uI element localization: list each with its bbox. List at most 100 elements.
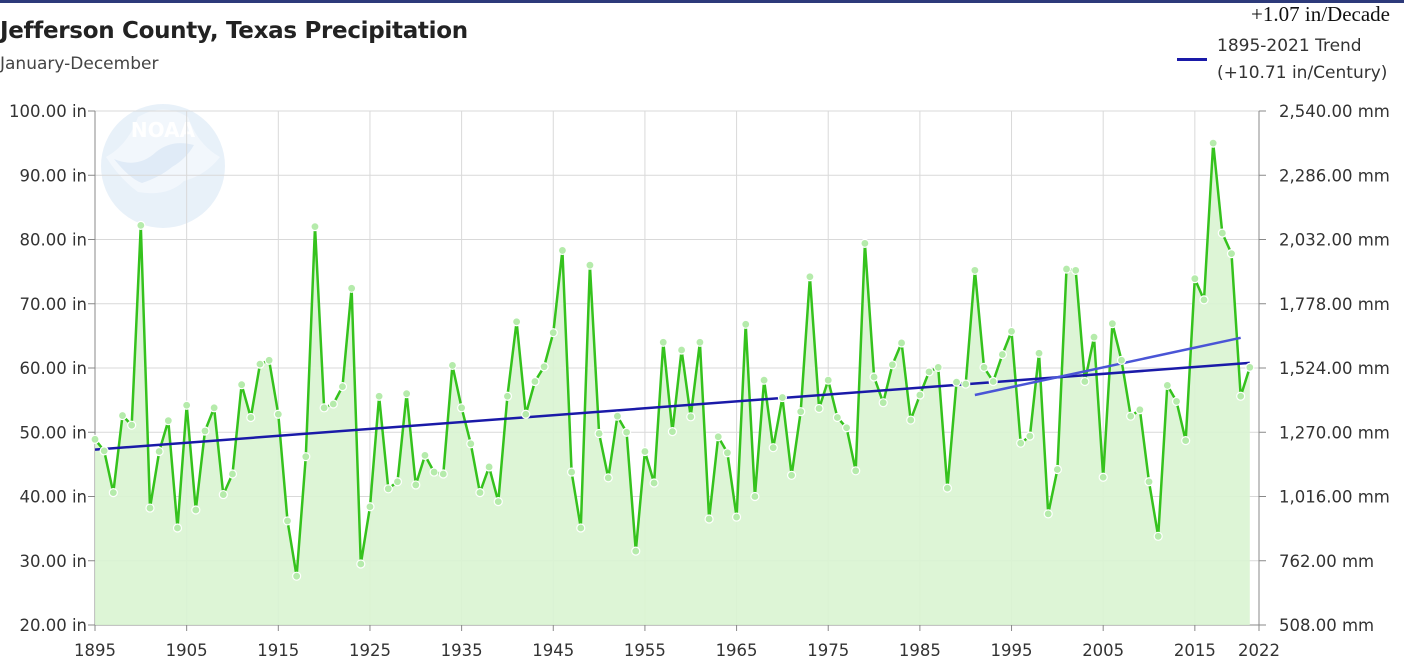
data-point xyxy=(484,462,494,472)
x-tick-label: 1955 xyxy=(624,641,666,660)
data-point xyxy=(1043,509,1053,519)
data-point xyxy=(786,470,797,480)
y-tick-label-right: 2,540.00 mm xyxy=(1279,102,1390,121)
data-point xyxy=(1171,396,1182,407)
data-point xyxy=(906,415,916,425)
data-point xyxy=(924,367,934,377)
data-point xyxy=(631,546,641,556)
data-point xyxy=(961,379,971,389)
data-point xyxy=(1034,348,1044,358)
x-tick-label: 1915 xyxy=(257,641,299,660)
data-point xyxy=(566,467,577,477)
x-tick-label: 2022 xyxy=(1238,641,1280,660)
data-point xyxy=(896,338,907,348)
data-point xyxy=(1226,249,1237,259)
y-tick-label-left: 20.00 in xyxy=(19,616,87,635)
data-point xyxy=(823,375,833,385)
x-tick-label: 2005 xyxy=(1082,641,1124,660)
data-point xyxy=(117,410,128,421)
data-point xyxy=(301,452,311,462)
data-point xyxy=(512,317,522,327)
data-point xyxy=(209,403,219,413)
data-point xyxy=(777,392,788,403)
y-tick-label-left: 70.00 in xyxy=(19,295,87,314)
data-point xyxy=(1153,531,1163,541)
data-point xyxy=(127,420,137,430)
data-point xyxy=(942,483,952,493)
chart-subtitle: January-December xyxy=(0,54,159,74)
data-point xyxy=(1116,355,1127,365)
data-point xyxy=(1098,472,1108,482)
data-point xyxy=(200,426,210,436)
chart-title: Jefferson County, Texas Precipitation xyxy=(0,18,468,44)
data-point xyxy=(374,391,384,401)
data-point xyxy=(90,434,100,444)
data-point xyxy=(1089,332,1099,342)
data-point xyxy=(1061,264,1072,274)
data-point xyxy=(337,382,348,392)
data-point xyxy=(704,514,714,524)
y-tick-label-right: 508.00 mm xyxy=(1279,616,1374,635)
data-point xyxy=(640,446,650,457)
recent-trend-line xyxy=(974,336,1241,397)
y-tick-label-right: 2,286.00 mm xyxy=(1279,166,1390,185)
data-point xyxy=(264,355,274,365)
data-point xyxy=(686,412,696,422)
legend-trend-label: 1895-2021 Trend xyxy=(1217,36,1362,56)
y-axis-right: 2,540.00 mm 2,286.00 mm 2,032.00 mm 1,778.0… xyxy=(1259,102,1390,635)
data-point xyxy=(741,319,751,329)
data-point xyxy=(246,412,256,423)
data-point xyxy=(759,375,769,385)
data-point xyxy=(860,238,870,248)
x-tick-label: 1905 xyxy=(166,641,208,660)
data-point xyxy=(1025,431,1035,441)
data-point xyxy=(796,407,806,417)
y-tick-label-left: 60.00 in xyxy=(19,359,87,378)
y-tick-label-right: 1,524.00 mm xyxy=(1279,359,1390,378)
data-point xyxy=(676,345,687,355)
legend-trend-rate: (+10.71 in/Century) xyxy=(1217,63,1388,83)
data-point xyxy=(594,428,604,439)
data-point xyxy=(621,427,632,437)
data-point xyxy=(530,376,540,387)
data-point xyxy=(658,337,668,347)
y-tick-label-right: 1,016.00 mm xyxy=(1279,488,1390,507)
y-tick-label-left: 30.00 in xyxy=(19,552,87,571)
y-tick-label-left: 40.00 in xyxy=(19,488,87,507)
data-point xyxy=(539,362,549,372)
data-point xyxy=(548,328,558,338)
data-point xyxy=(420,450,430,460)
data-point xyxy=(713,432,723,442)
data-point xyxy=(1107,319,1117,329)
x-tick-label: 1995 xyxy=(991,641,1033,660)
data-point xyxy=(988,376,998,387)
data-point xyxy=(521,409,531,419)
data-point xyxy=(1135,405,1145,415)
y-tick-label-left: 90.00 in xyxy=(19,166,87,185)
data-point xyxy=(502,391,513,401)
data-point xyxy=(1181,436,1191,446)
data-point xyxy=(649,478,659,488)
data-point xyxy=(319,403,329,413)
y-tick-label-left: 100.00 in xyxy=(9,102,87,121)
top-border xyxy=(0,0,1404,3)
data-point xyxy=(365,502,375,512)
data-point xyxy=(887,360,897,370)
data-point xyxy=(1006,326,1017,336)
data-point xyxy=(667,427,678,437)
y-axis-left: 100.00 in 90.00 in 80.00 in 70.00 in 60.00 i… xyxy=(9,102,95,635)
data-point xyxy=(438,469,448,479)
data-point xyxy=(108,488,118,498)
data-point xyxy=(383,484,393,494)
noaa-logo-icon: NOAA xyxy=(101,104,225,228)
data-point xyxy=(841,423,852,433)
data-point xyxy=(1126,411,1136,421)
data-point xyxy=(255,359,265,369)
data-point xyxy=(466,439,476,449)
data-point xyxy=(1190,274,1200,284)
data-point xyxy=(1016,438,1026,448)
data-point xyxy=(447,360,458,371)
x-tick-label: 1975 xyxy=(807,641,849,660)
data-point xyxy=(603,473,613,483)
data-point xyxy=(310,222,320,232)
